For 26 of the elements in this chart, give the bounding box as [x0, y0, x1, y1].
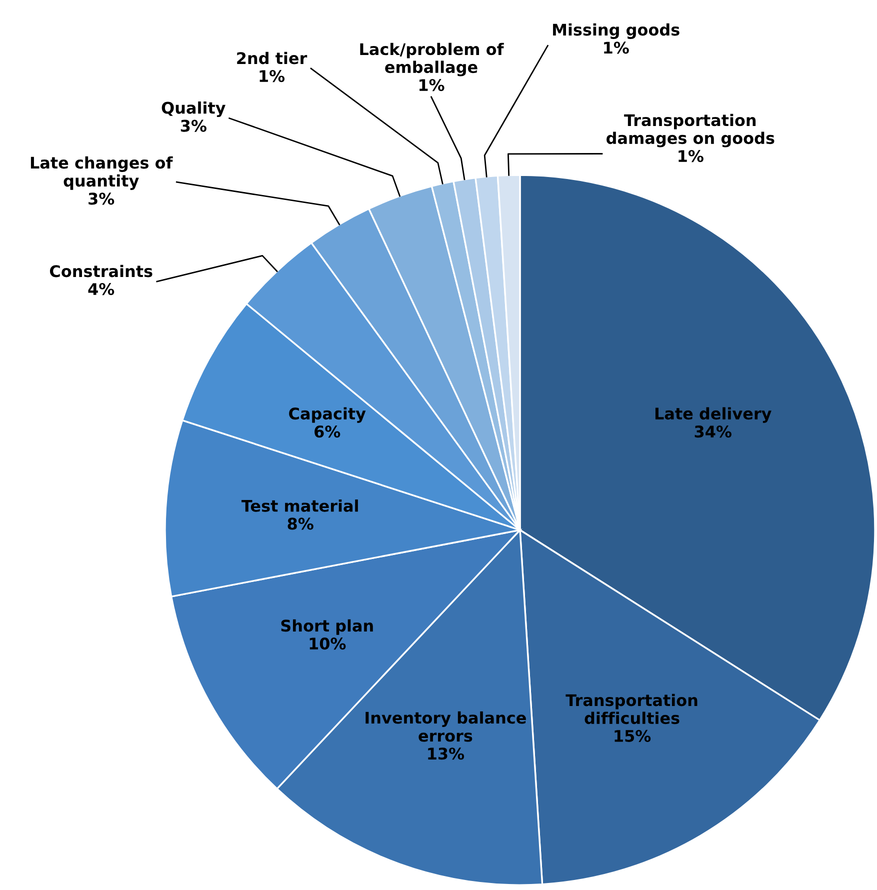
data-label: 34% — [694, 426, 732, 438]
slice-label: Constraints — [50, 264, 152, 278]
slice-label: Transportation damages on goods — [606, 114, 774, 148]
data-label: 1% — [604, 42, 629, 54]
slice-label: Transportation difficulties — [566, 694, 698, 724]
data-label: 4% — [88, 282, 114, 296]
data-label: 15% — [614, 730, 651, 742]
slice-label: Capacity — [289, 407, 366, 423]
slice-label: Lack/problem of emballage — [360, 42, 504, 76]
slice-label: Late changes of quantity — [30, 156, 173, 190]
slice-label: 2nd tier — [237, 52, 308, 64]
slice-label: Quality — [162, 101, 226, 118]
data-label: 6% — [314, 426, 340, 438]
data-label: 1% — [678, 150, 704, 162]
data-label: 3% — [180, 120, 206, 132]
slice-label: Test material — [242, 500, 358, 512]
data-label: 1% — [260, 70, 285, 82]
data-label: 10% — [310, 638, 346, 650]
data-label: 8% — [288, 518, 314, 530]
slice-label: Inventory balance errors — [366, 711, 526, 742]
slice-label: Late delivery — [655, 407, 772, 423]
slice-label: Missing goods — [553, 23, 680, 39]
data-label: 1% — [419, 79, 444, 92]
slice-label: Short plan — [281, 619, 373, 635]
data-label: 13% — [428, 748, 464, 760]
data-label: 3% — [88, 192, 114, 205]
